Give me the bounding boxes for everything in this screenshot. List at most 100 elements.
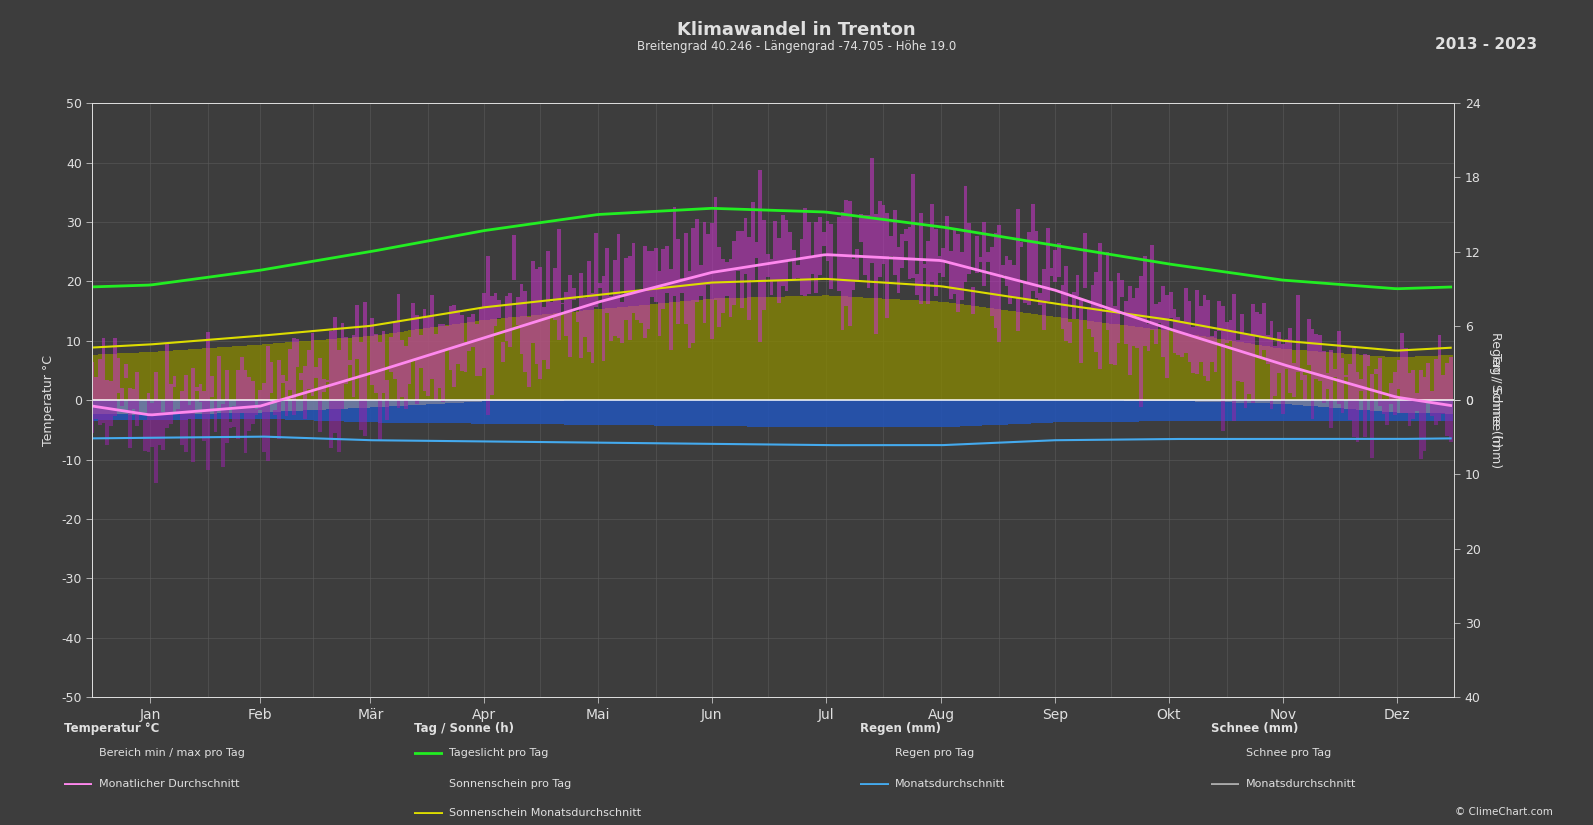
Bar: [441, 400, 444, 423]
Bar: [1247, 400, 1251, 421]
Bar: [1415, 356, 1419, 400]
Bar: [180, 400, 183, 445]
Bar: [597, 283, 602, 288]
Bar: [405, 400, 408, 422]
Bar: [564, 292, 569, 336]
Bar: [116, 358, 121, 394]
Bar: [1392, 400, 1397, 415]
Bar: [102, 338, 105, 400]
Bar: [247, 377, 252, 400]
Bar: [1322, 400, 1325, 421]
Bar: [919, 400, 922, 427]
Bar: [911, 400, 916, 427]
Bar: [1322, 352, 1325, 400]
Bar: [516, 317, 519, 400]
Bar: [1039, 293, 1042, 304]
Bar: [194, 387, 199, 391]
Bar: [386, 400, 389, 422]
Bar: [1442, 400, 1445, 413]
Bar: [919, 300, 922, 400]
Bar: [311, 400, 314, 421]
Bar: [233, 407, 236, 427]
Bar: [597, 309, 602, 400]
Bar: [233, 400, 236, 419]
Bar: [1228, 400, 1233, 403]
Bar: [1169, 292, 1172, 318]
Bar: [166, 351, 169, 400]
Bar: [1431, 356, 1434, 400]
Bar: [769, 400, 774, 427]
Bar: [1381, 400, 1386, 412]
Bar: [886, 400, 889, 427]
Bar: [661, 248, 666, 309]
Bar: [852, 259, 855, 290]
Bar: [1356, 371, 1359, 400]
Bar: [1348, 400, 1352, 420]
Bar: [1005, 310, 1008, 400]
Bar: [325, 400, 330, 421]
Bar: [1400, 400, 1403, 421]
Bar: [166, 343, 169, 400]
Bar: [1239, 400, 1244, 421]
Bar: [1392, 400, 1397, 412]
Bar: [1359, 379, 1364, 391]
Bar: [389, 400, 393, 422]
Bar: [1448, 356, 1453, 400]
Bar: [1445, 363, 1448, 400]
Bar: [613, 308, 616, 400]
Bar: [1423, 400, 1426, 451]
Bar: [967, 223, 972, 274]
Bar: [105, 354, 110, 400]
Bar: [710, 400, 714, 426]
Bar: [99, 400, 102, 421]
Bar: [233, 400, 236, 413]
Bar: [852, 400, 855, 427]
Bar: [1083, 233, 1086, 288]
Bar: [217, 356, 221, 399]
Bar: [202, 400, 205, 441]
Bar: [456, 310, 460, 364]
Bar: [631, 306, 636, 400]
Bar: [605, 248, 609, 313]
Bar: [303, 400, 307, 411]
Bar: [1164, 295, 1169, 379]
Bar: [1064, 318, 1069, 400]
Bar: [247, 400, 252, 431]
Bar: [1039, 315, 1042, 400]
Bar: [121, 400, 124, 406]
Bar: [1386, 400, 1389, 412]
Bar: [516, 400, 519, 424]
Bar: [1333, 353, 1337, 400]
Bar: [1442, 400, 1445, 421]
Bar: [113, 338, 116, 400]
Bar: [444, 325, 449, 400]
Bar: [658, 271, 661, 336]
Bar: [616, 400, 620, 425]
Bar: [669, 303, 672, 400]
Bar: [296, 342, 299, 400]
Bar: [1228, 341, 1233, 400]
Bar: [1330, 352, 1333, 400]
Bar: [672, 207, 677, 296]
Bar: [908, 227, 911, 279]
Bar: [438, 400, 441, 403]
Bar: [1419, 356, 1423, 400]
Bar: [546, 251, 550, 369]
Bar: [1106, 400, 1109, 422]
Bar: [311, 400, 314, 410]
Bar: [241, 400, 244, 413]
Bar: [736, 230, 739, 271]
Bar: [1203, 400, 1206, 421]
Bar: [666, 400, 669, 426]
Bar: [110, 354, 113, 400]
Bar: [358, 342, 363, 400]
Bar: [333, 339, 336, 400]
Bar: [494, 400, 497, 424]
Bar: [1278, 400, 1281, 403]
Bar: [949, 251, 953, 299]
Bar: [1319, 351, 1322, 400]
Bar: [758, 297, 761, 400]
Bar: [919, 214, 922, 304]
Bar: [416, 329, 419, 400]
Bar: [280, 375, 285, 384]
